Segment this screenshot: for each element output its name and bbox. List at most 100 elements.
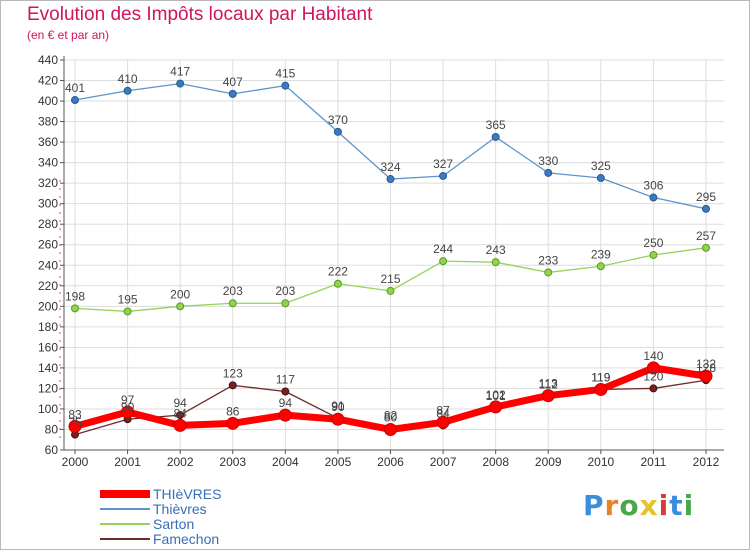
y-tick-label: 340 (38, 156, 58, 170)
data-point-sarton (228, 299, 237, 308)
data-label-thivres: 330 (538, 154, 558, 168)
y-tick-label: 420 (38, 74, 58, 88)
data-point-sarton (176, 302, 185, 311)
y-tick-label: 120 (38, 381, 58, 395)
logo-letter: P (583, 489, 605, 522)
logo-letter: o (619, 489, 640, 522)
data-label-sarton: 195 (118, 292, 138, 306)
legend-item-thievres-commune: THIèVRES (100, 486, 222, 502)
data-label-thivres: 370 (328, 113, 348, 127)
legend-swatch (100, 508, 150, 510)
data-label-famechon: 90 (121, 400, 135, 414)
data-label-thivres: 401 (65, 81, 85, 95)
data-label-famechon: 119 (591, 370, 610, 384)
data-point-thivres (71, 96, 79, 105)
data-label-sarton: 257 (696, 229, 716, 243)
data-point-thivres (278, 408, 292, 422)
data-point-sarton (702, 243, 710, 252)
data-label-famechon: 94 (173, 396, 187, 410)
x-tick-label: 2011 (641, 455, 667, 469)
y-tick-label: 400 (38, 94, 58, 108)
data-label-sarton: 200 (170, 287, 190, 301)
data-label-thivres: 407 (223, 75, 243, 89)
x-tick-label: 2009 (535, 455, 562, 469)
data-label-thivres: 97 (121, 393, 135, 407)
data-label-thivres: 83 (68, 407, 82, 421)
y-tick-label: 100 (38, 402, 58, 416)
y-tick-label: 220 (38, 279, 58, 293)
legend-label: THIèVRES (153, 486, 222, 502)
data-point-sarton (439, 257, 448, 266)
data-point-thivres (491, 132, 500, 141)
data-label-thivres: 113 (539, 377, 558, 391)
x-tick-label: 2008 (482, 455, 509, 469)
data-point-thivres (281, 81, 290, 90)
data-label-famechon: 82 (384, 408, 398, 422)
x-tick-label: 2012 (693, 455, 720, 469)
data-label-thivres: 102 (486, 388, 506, 402)
data-label-thivres: 87 (436, 403, 450, 417)
x-tick-label: 2005 (325, 455, 352, 469)
data-label-sarton: 244 (433, 242, 453, 256)
proxiti-logo: Proxiti (583, 489, 694, 522)
data-point-thivres (489, 400, 503, 414)
data-label-thivres: 295 (696, 190, 716, 204)
x-tick-label: 2006 (377, 455, 404, 469)
legend-swatch (100, 538, 150, 540)
logo-letter: t (669, 489, 684, 522)
data-point-thivres (121, 405, 135, 419)
data-label-sarton: 203 (275, 284, 295, 298)
data-label-thivres: 84 (173, 406, 187, 420)
data-point-sarton (544, 268, 553, 277)
data-point-thivres (226, 416, 240, 430)
x-tick-label: 2003 (219, 455, 246, 469)
data-point-thivres (333, 127, 342, 136)
y-tick-label: 140 (38, 361, 58, 375)
data-point-famechon (281, 387, 290, 396)
data-label-sarton: 198 (65, 289, 85, 303)
data-point-thivres (173, 418, 187, 432)
data-point-thivres (541, 389, 555, 403)
legend-item-thievres: Thièvres (100, 501, 207, 517)
data-point-thivres (176, 79, 185, 88)
data-label-thivres: 327 (433, 157, 453, 171)
data-label-thivres: 90 (331, 400, 345, 414)
data-label-famechon: 75 (68, 416, 82, 430)
data-label-famechon: 84 (436, 406, 450, 420)
data-label-thivres: 86 (226, 404, 240, 418)
y-tick-label: 160 (38, 340, 58, 354)
y-tick-label: 300 (38, 197, 58, 211)
y-tick-label: 440 (38, 53, 58, 67)
data-point-famechon (228, 381, 237, 390)
data-label-thivres: 140 (643, 349, 663, 363)
legend-swatch (100, 490, 150, 498)
data-label-thivres: 325 (591, 159, 611, 173)
data-point-thivres (596, 174, 605, 183)
x-tick-label: 2010 (587, 455, 614, 469)
data-label-sarton: 243 (486, 243, 506, 257)
y-tick-label: 260 (38, 238, 58, 252)
data-label-sarton: 215 (380, 272, 400, 286)
data-label-thivres: 94 (279, 396, 293, 410)
data-point-sarton (333, 279, 342, 288)
data-point-thivres (439, 171, 448, 180)
data-label-thivres: 132 (696, 357, 716, 371)
data-label-thivres: 415 (275, 67, 295, 81)
y-tick-label: 360 (38, 135, 58, 149)
data-label-thivres: 306 (643, 179, 663, 193)
logo-letter: i (683, 489, 695, 522)
data-point-thivres (436, 415, 450, 429)
data-point-thivres (699, 369, 713, 383)
legend-swatch (100, 523, 150, 525)
data-label-famechon: 117 (276, 373, 295, 387)
data-point-sarton (596, 262, 605, 271)
data-label-famechon: 91 (331, 399, 345, 413)
data-point-thivres (386, 175, 395, 184)
data-label-thivres: 119 (591, 370, 610, 384)
data-point-thivres (228, 89, 237, 98)
chart-title: Evolution des Impôts locaux par Habitant (27, 4, 373, 25)
data-point-thivres (544, 168, 553, 177)
data-label-thivres: 80 (384, 410, 398, 424)
data-point-thivres (594, 382, 608, 396)
